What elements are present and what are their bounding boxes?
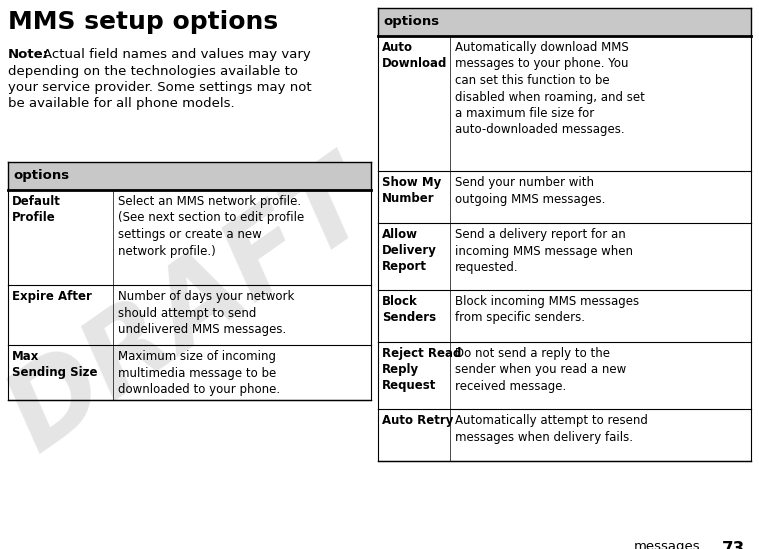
Text: Send a delivery report for an
incoming MMS message when
requested.: Send a delivery report for an incoming M…: [455, 228, 633, 274]
Text: Auto Retry: Auto Retry: [382, 414, 453, 427]
Text: Max
Sending Size: Max Sending Size: [12, 350, 97, 379]
Text: Do not send a reply to the
sender when you read a new
received message.: Do not send a reply to the sender when y…: [455, 347, 626, 393]
Text: options: options: [13, 169, 69, 182]
Text: Send your number with
outgoing MMS messages.: Send your number with outgoing MMS messa…: [455, 176, 606, 205]
Text: Expire After: Expire After: [12, 290, 92, 303]
Text: Maximum size of incoming
multimedia message to be
downloaded to your phone.: Maximum size of incoming multimedia mess…: [118, 350, 280, 396]
Text: Default
Profile: Default Profile: [12, 195, 61, 224]
Text: Allow
Delivery
Report: Allow Delivery Report: [382, 228, 437, 273]
Text: depending on the technologies available to: depending on the technologies available …: [8, 64, 298, 77]
Bar: [8, 162, 371, 190]
Text: Auto
Download: Auto Download: [382, 41, 447, 70]
Text: Block
Senders: Block Senders: [382, 295, 436, 324]
Text: MMS setup options: MMS setup options: [8, 10, 278, 34]
Text: be available for all phone models.: be available for all phone models.: [8, 98, 235, 110]
Text: Block incoming MMS messages
from specific senders.: Block incoming MMS messages from specifi…: [455, 295, 639, 324]
Text: Select an MMS network profile.
(See next section to edit profile
settings or cre: Select an MMS network profile. (See next…: [118, 195, 304, 257]
Text: Show My
Number: Show My Number: [382, 176, 441, 205]
Text: 73: 73: [722, 540, 745, 549]
Text: Note:: Note:: [8, 48, 49, 61]
Text: your service provider. Some settings may not: your service provider. Some settings may…: [8, 81, 312, 94]
Text: Automatically download MMS
messages to your phone. You
can set this function to : Automatically download MMS messages to y…: [455, 41, 645, 137]
Text: messages: messages: [633, 540, 700, 549]
Text: Number of days your network
should attempt to send
undelivered MMS messages.: Number of days your network should attem…: [118, 290, 294, 336]
Text: DRAFT: DRAFT: [0, 147, 391, 473]
Text: options: options: [383, 14, 439, 27]
Text: Reject Read
Reply
Request: Reject Read Reply Request: [382, 347, 461, 392]
Text: Actual field names and values may vary: Actual field names and values may vary: [43, 48, 310, 61]
Bar: [378, 8, 751, 36]
Text: Automatically attempt to resend
messages when delivery fails.: Automatically attempt to resend messages…: [455, 414, 648, 444]
